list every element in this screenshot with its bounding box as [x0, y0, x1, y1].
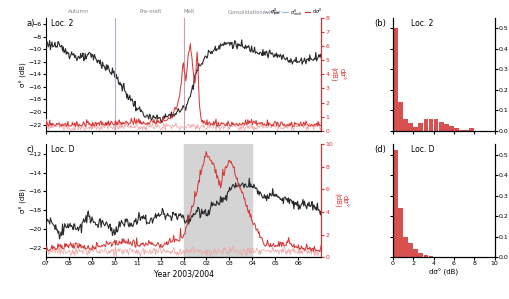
X-axis label: Year 2003/2004: Year 2003/2004	[153, 269, 213, 278]
Text: a): a)	[26, 19, 35, 28]
Text: Loc. 2: Loc. 2	[410, 19, 433, 28]
Bar	[418, 123, 422, 131]
Bar	[443, 123, 448, 131]
X-axis label: dσ° (dB): dσ° (dB)	[429, 269, 458, 276]
Bar	[422, 255, 428, 257]
Text: Pre-melt: Pre-melt	[139, 10, 161, 14]
Legend: $\sigma^0_{pre}$, $\sigma^0_{melt}$, d$\sigma^0$: $\sigma^0_{pre}$, $\sigma^0_{melt}$, d$\…	[260, 4, 324, 21]
Bar	[428, 120, 433, 131]
Bar	[408, 123, 412, 131]
Text: c): c)	[26, 145, 35, 155]
Y-axis label: σ° (dB): σ° (dB)	[20, 62, 27, 87]
Bar	[398, 102, 402, 131]
Bar	[408, 243, 412, 257]
Y-axis label: dσ°
(dB): dσ° (dB)	[334, 193, 347, 208]
Text: Consolidation/winter: Consolidation/winter	[228, 10, 281, 14]
Bar	[422, 120, 428, 131]
Bar	[403, 237, 407, 257]
Text: (b): (b)	[374, 19, 385, 28]
Bar	[453, 128, 458, 131]
Y-axis label: σ° (dB): σ° (dB)	[20, 188, 27, 213]
Bar	[448, 126, 453, 131]
Text: Loc. D: Loc. D	[51, 145, 75, 155]
Bar	[458, 130, 463, 131]
Bar	[413, 127, 417, 131]
Bar	[428, 256, 433, 257]
Text: Loc. 2: Loc. 2	[51, 19, 74, 28]
Bar	[403, 120, 407, 131]
Bar	[183, 144, 252, 257]
Bar	[413, 249, 417, 257]
Text: Loc. D: Loc. D	[410, 145, 434, 155]
Text: Melt: Melt	[183, 10, 194, 14]
Text: (d): (d)	[374, 145, 385, 155]
Bar	[468, 128, 473, 131]
Bar	[418, 253, 422, 257]
Bar	[433, 120, 438, 131]
Y-axis label: dσ°
(dB): dσ° (dB)	[330, 67, 344, 82]
Bar	[398, 208, 402, 257]
Bar	[392, 28, 397, 131]
Bar	[463, 130, 468, 131]
Text: Autumn: Autumn	[68, 10, 89, 14]
Bar	[392, 150, 397, 257]
Bar	[438, 121, 443, 131]
